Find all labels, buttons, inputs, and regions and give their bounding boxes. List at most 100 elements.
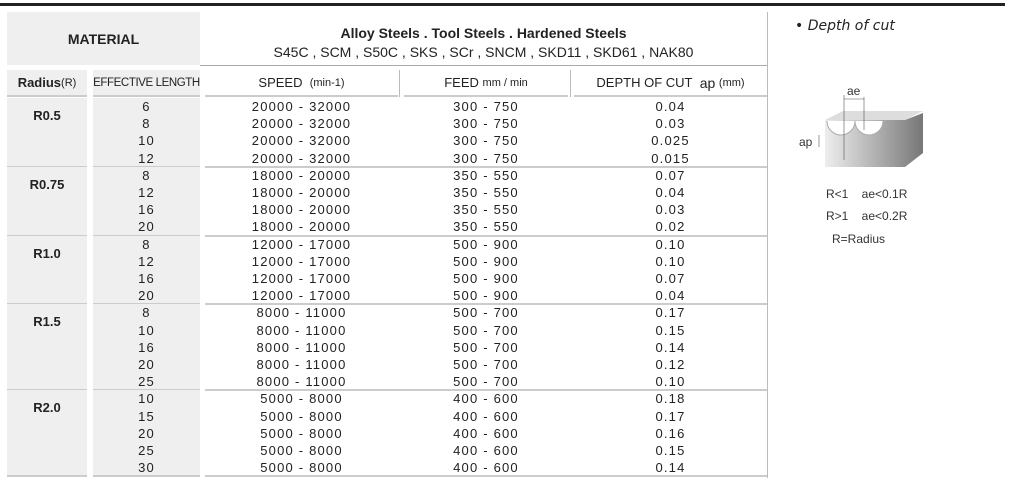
length-value: 12 (138, 253, 155, 269)
length-value: 6 (142, 99, 151, 114)
radius-value: R2.0 (33, 400, 61, 416)
depth-value: 0.04 (655, 99, 686, 114)
depth-of-cut-title: • Depth of cut (795, 18, 895, 34)
depth-value: 0.17 (655, 305, 686, 321)
speed-value: 5000 - 8000 (260, 425, 343, 441)
speed-value: 20000 - 32000 (251, 116, 352, 132)
feed-value: 350 - 550 (453, 185, 519, 200)
feed-label: FEED (444, 75, 479, 90)
group-divider (205, 475, 767, 478)
length-value: 10 (138, 133, 155, 149)
radius-label: Radius (17, 75, 62, 90)
feed-value: 300 - 750 (453, 116, 519, 132)
depth-value: 0.10 (655, 236, 686, 252)
speed-value: 8000 - 11000 (256, 374, 347, 390)
speed-value: 18000 - 20000 (251, 219, 352, 235)
speed-value: 18000 - 20000 (251, 185, 352, 200)
group-divider (205, 165, 767, 168)
length-value: 16 (138, 339, 155, 355)
depth-of-cut-diagram-icon: ae ap (799, 85, 923, 167)
rule-small-radius: R<1 ae<0.1R (826, 187, 908, 201)
depth-value: 0.15 (655, 443, 686, 458)
length-cell (93, 98, 200, 167)
steels-title: Alloy Steels . Tool Steels . Hardened St… (340, 25, 627, 41)
table-right-border (767, 12, 768, 478)
depth-unit: (mm) (718, 76, 745, 89)
feed-value: 500 - 700 (453, 322, 519, 338)
length-cell (93, 304, 200, 391)
material-label: MATERIAL (7, 12, 200, 65)
depth-value: 0.15 (655, 322, 686, 338)
length-value: 12 (138, 185, 155, 200)
depth-value: 0.025 (651, 133, 690, 149)
depth-value: 0.03 (655, 116, 686, 132)
depth-value: 0.04 (655, 185, 686, 200)
feed-value: 350 - 550 (453, 202, 519, 218)
depth-value: 0.015 (651, 150, 690, 166)
feed-value: 300 - 750 (453, 99, 519, 114)
feed-value: 400 - 600 (453, 460, 519, 476)
depth-value: 0.12 (655, 357, 686, 372)
radius-cell (7, 98, 87, 167)
group-divider (7, 475, 87, 478)
radius-cell (7, 235, 87, 305)
depth-value: 0.14 (655, 339, 686, 355)
col-divider (570, 70, 571, 97)
speed-value: 8000 - 11000 (256, 357, 347, 372)
depth-value: 0.10 (655, 374, 686, 390)
ap-label: ap (799, 135, 813, 149)
length-value: 20 (138, 357, 155, 372)
length-value: 30 (138, 460, 155, 476)
feed-value: 500 - 700 (453, 305, 519, 321)
length-value: 16 (138, 271, 155, 286)
feed-value: 500 - 900 (453, 253, 519, 269)
length-value: 10 (138, 391, 155, 407)
length-value: 20 (138, 425, 155, 441)
length-value: 15 (138, 408, 155, 424)
depth-value: 0.10 (655, 253, 686, 269)
feed-value: 500 - 700 (453, 374, 519, 390)
feed-value: 500 - 700 (453, 357, 519, 372)
radius-cell (7, 304, 87, 391)
speed-value: 5000 - 8000 (260, 443, 343, 458)
ae-label: ae (847, 85, 861, 98)
header-length: EFFECTIVE LENGTH (93, 70, 200, 97)
feed-value: 400 - 600 (453, 408, 519, 424)
length-value: 20 (138, 219, 155, 235)
header-feed: FEED mm / min (404, 70, 568, 97)
length-value: 8 (142, 116, 151, 132)
radius-value: R0.75 (29, 176, 65, 192)
group-divider (93, 475, 200, 478)
feed-unit: mm / min (482, 76, 528, 89)
feed-value: 300 - 750 (453, 150, 519, 166)
feed-value: 500 - 900 (453, 236, 519, 252)
speed-value: 20000 - 32000 (251, 133, 352, 149)
feed-value: 500 - 900 (453, 271, 519, 286)
depth-value: 0.16 (655, 425, 686, 441)
length-value: 16 (138, 202, 155, 218)
feed-value: 400 - 600 (453, 443, 519, 458)
depth-value: 0.04 (655, 288, 686, 304)
feed-value: 350 - 550 (453, 167, 519, 183)
speed-value: 20000 - 32000 (251, 150, 352, 166)
speed-value: 12000 - 17000 (251, 288, 352, 304)
depth-value: 0.07 (655, 167, 686, 183)
material-steels: Alloy Steels . Tool Steels . Hardened St… (200, 12, 767, 66)
length-value: 25 (138, 443, 155, 458)
speed-value: 8000 - 11000 (256, 322, 347, 338)
speed-value: 8000 - 11000 (256, 305, 347, 321)
speed-value: 5000 - 8000 (260, 391, 343, 407)
radius-cell (7, 166, 87, 236)
speed-value: 12000 - 17000 (251, 236, 352, 252)
length-value: 10 (138, 322, 155, 338)
speed-value: 5000 - 8000 (260, 460, 343, 476)
length-cell (93, 390, 200, 477)
speed-value: 20000 - 32000 (251, 99, 352, 114)
length-cell (93, 166, 200, 236)
feed-value: 500 - 700 (453, 339, 519, 355)
steels-grades: S45C , SCM , S50C , SKS , SCr , SNCM , S… (273, 44, 694, 60)
feed-value: 500 - 900 (453, 288, 519, 304)
group-divider (205, 234, 767, 237)
depth-value: 0.07 (655, 271, 686, 286)
speed-label: SPEED (258, 75, 303, 90)
